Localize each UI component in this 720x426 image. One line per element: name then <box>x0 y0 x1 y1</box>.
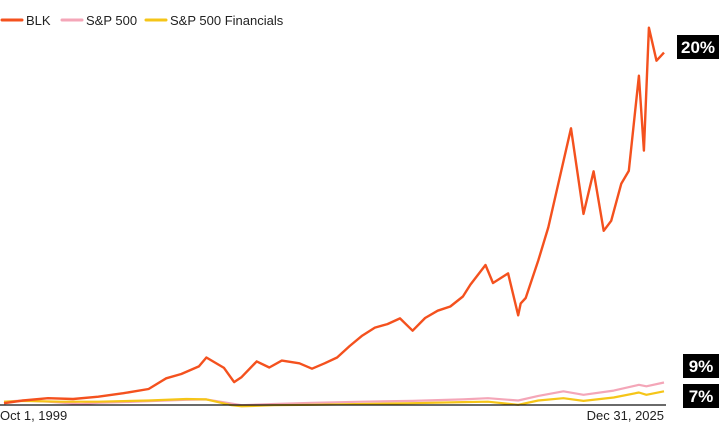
series-line-2 <box>3 390 665 408</box>
end-badge-2 <box>683 384 719 408</box>
series-line-1 <box>3 381 665 407</box>
end-badge-label-2: 7% <box>689 387 714 406</box>
end-badge-0 <box>677 35 719 59</box>
series-lines <box>3 26 665 408</box>
legend-label-2: S&P 500 Financials <box>170 13 284 28</box>
x-tick-label-start: Oct 1, 1999 <box>0 408 67 423</box>
legend: BLK S&P 500 S&P 500 Financials <box>0 13 284 28</box>
end-badge-1 <box>683 354 719 378</box>
end-value-badges: 20% 9% 7% <box>677 35 719 408</box>
end-badge-label-1: 9% <box>689 357 714 376</box>
series-line-0 <box>3 26 665 405</box>
end-badge-label-0: 20% <box>681 38 715 57</box>
legend-label-0: BLK <box>26 13 51 28</box>
legend-label-1: S&P 500 <box>86 13 137 28</box>
x-tick-label-end: Dec 31, 2025 <box>587 408 664 423</box>
